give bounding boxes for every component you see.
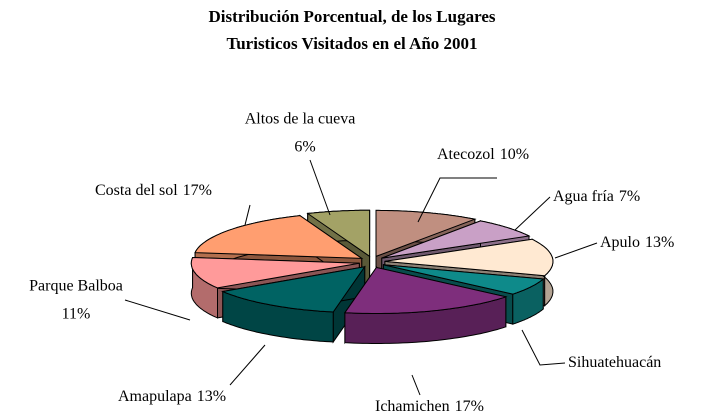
leader-line xyxy=(411,374,421,396)
slice-group xyxy=(221,265,366,344)
slice-value-label: 13% xyxy=(645,234,674,251)
slice-name: Ichamichen xyxy=(375,398,450,414)
slice-name: Sihuatehuacán xyxy=(568,354,661,371)
slice-name: Apulo xyxy=(600,234,640,251)
slice-label: Atecozol 10% xyxy=(437,146,529,163)
slice-label: Apulo 13% xyxy=(600,234,674,251)
slice xyxy=(375,209,477,258)
slice xyxy=(190,256,360,289)
slice-label: Parque Balboa xyxy=(29,278,123,295)
leader-line xyxy=(229,344,266,386)
slice-value-label: 11% xyxy=(62,306,91,323)
leader-line xyxy=(521,329,566,366)
slice-value-label: 7% xyxy=(619,188,640,205)
slice-value-label: 17% xyxy=(455,398,484,414)
slice xyxy=(306,209,371,258)
leader-line xyxy=(554,242,598,259)
slice xyxy=(221,266,366,313)
slice-value-label: 10% xyxy=(500,146,529,163)
slice xyxy=(343,266,508,314)
slice-label: Ichamichen 17% xyxy=(375,398,484,414)
leader-line xyxy=(244,204,251,226)
slice-value-label: 6% xyxy=(294,139,315,156)
slice-group xyxy=(343,265,508,345)
slice xyxy=(384,238,554,277)
slice-name: Amapulapa xyxy=(118,388,192,405)
chart-title: Distribución Porcentual, de los Lugares xyxy=(209,7,496,26)
slice-name: Agua fría xyxy=(553,188,614,205)
slice-label: Sihuatehuacán xyxy=(568,354,661,371)
leader-line xyxy=(417,177,497,223)
slice-label: Costa del sol 17% xyxy=(95,182,212,199)
slice xyxy=(381,220,531,259)
slice-value-label: 17% xyxy=(183,182,212,199)
slice xyxy=(383,264,545,295)
slice-label: Amapulapa 13% xyxy=(118,388,226,405)
slice xyxy=(194,215,364,259)
slice-label: Altos de la cueva xyxy=(245,111,356,128)
leader-line xyxy=(309,159,331,216)
leader-line xyxy=(124,299,191,321)
slice-value-label: 13% xyxy=(197,388,226,405)
slice-name: Atecozol xyxy=(437,146,495,163)
leader-line xyxy=(514,196,551,231)
chart-title: Turisticos Visitados en el Año 2001 xyxy=(226,34,477,53)
slice-name: Costa del sol xyxy=(95,182,178,199)
slice-label: Agua fría 7% xyxy=(553,188,640,205)
